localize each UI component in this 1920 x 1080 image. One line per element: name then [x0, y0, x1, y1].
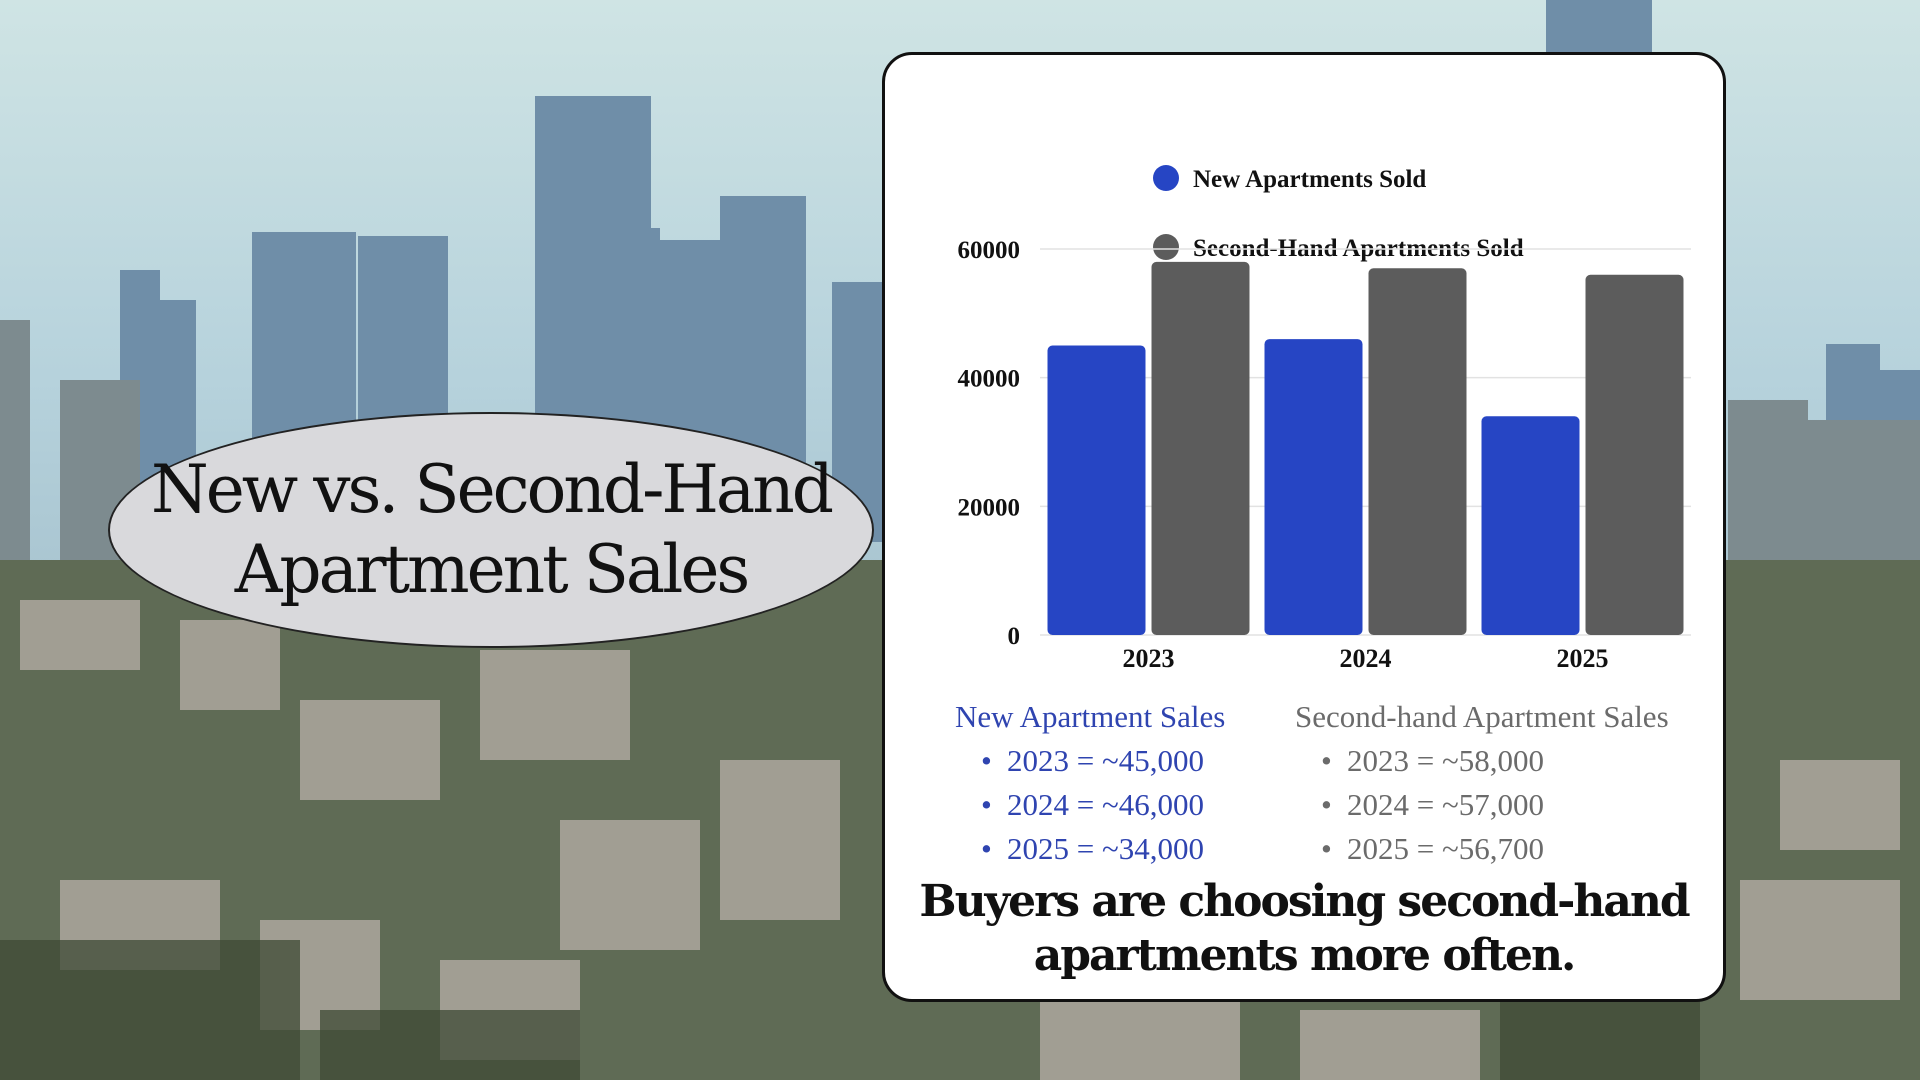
second-hand-sales-item: 2025 = ~56,700: [1321, 827, 1669, 871]
new-sales-item: 2023 = ~45,000: [981, 739, 1225, 783]
second-hand-sales-heading: Second-hand Apartment Sales: [1295, 699, 1669, 734]
second-hand-sales-list: Second-hand Apartment Sales 2023 = ~58,0…: [1295, 695, 1669, 871]
slide-title-line-1: New vs. Second-Hand: [150, 451, 834, 528]
bar: [1585, 274, 1684, 635]
conclusion-line-2: apartments more often.: [1033, 930, 1577, 981]
chart-card: New Apartments Sold Second-Hand Apartment…: [882, 52, 1726, 1002]
bar: [1481, 416, 1580, 635]
new-sales-heading: New Apartment Sales: [955, 699, 1226, 734]
legend-marker: [1153, 165, 1179, 191]
y-tick-label: 40000: [958, 366, 1021, 393]
legend-label: New Apartments Sold: [1193, 166, 1426, 193]
conclusion-line-1: Buyers are choosing second-hand: [919, 876, 1690, 927]
x-tick-label: 2025: [1557, 644, 1609, 673]
second-hand-sales-item: 2024 = ~57,000: [1321, 783, 1669, 827]
conclusion-text: Buyers are choosing second-hand apartmen…: [885, 875, 1723, 983]
y-tick-label: 0: [1008, 623, 1021, 650]
legend-marker: [1153, 234, 1179, 260]
bar: [1368, 268, 1467, 635]
slide-title-line-2: Apartment Sales: [234, 531, 751, 608]
new-sales-item: 2025 = ~34,000: [981, 827, 1225, 871]
second-hand-sales-item: 2023 = ~58,000: [1321, 739, 1669, 783]
x-tick-label: 2024: [1340, 644, 1392, 673]
y-tick-label: 60000: [958, 237, 1021, 264]
x-tick-label: 2023: [1123, 644, 1175, 673]
slide-title: New vs. Second-Hand Apartment Sales: [150, 450, 834, 610]
y-tick-label: 20000: [958, 494, 1021, 521]
bar: [1047, 345, 1146, 635]
title-ellipse: New vs. Second-Hand Apartment Sales: [108, 412, 874, 648]
bar: [1264, 339, 1363, 635]
bar: [1151, 261, 1250, 635]
new-sales-list: New Apartment Sales 2023 = ~45,000 2024 …: [955, 695, 1225, 871]
sales-lists: New Apartment Sales 2023 = ~45,000 2024 …: [885, 695, 1723, 925]
new-sales-item: 2024 = ~46,000: [981, 783, 1225, 827]
